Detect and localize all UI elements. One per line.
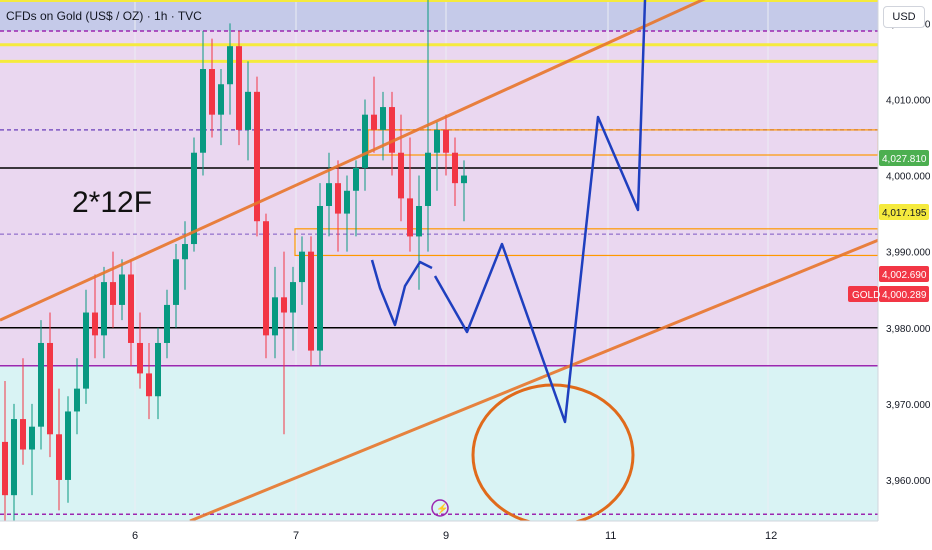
price-tag: [879, 286, 929, 302]
candle-body: [2, 441, 8, 496]
candle-body: [101, 282, 107, 336]
y-tick-label: 4,010.000: [886, 95, 931, 106]
x-tick-label: 6: [132, 530, 138, 542]
y-tick-label: 3,990.000: [886, 248, 931, 259]
candle-body: [299, 251, 305, 283]
price-tag: [879, 204, 929, 220]
price-tag: [879, 266, 929, 282]
candle-body: [137, 342, 143, 374]
candle-body: [227, 46, 233, 85]
candle-body: [335, 183, 341, 214]
candle-body: [218, 84, 224, 115]
price-tag-label: 4,027.810: [882, 154, 927, 165]
candle-body: [308, 251, 314, 351]
x-tick-label: 12: [765, 530, 777, 542]
x-tick-label: 11: [605, 530, 616, 542]
upper-trend-line: [0, 0, 706, 322]
candle-body: [326, 183, 332, 206]
price-zone: [0, 0, 878, 31]
candle-body: [389, 107, 395, 153]
x-tick-label: 7: [293, 530, 299, 542]
candle-body: [353, 167, 359, 191]
candle-body: [461, 175, 467, 184]
candle-body: [263, 221, 269, 336]
y-tick-label: 3,960.000: [886, 476, 931, 487]
candle-body: [20, 419, 26, 450]
candle-body: [83, 312, 89, 389]
candle-body: [200, 69, 206, 153]
candle-body: [92, 312, 98, 336]
candle-body: [245, 91, 251, 130]
candle-body: [425, 152, 431, 206]
candle-body: [29, 426, 35, 450]
candle-body: [452, 152, 458, 184]
candle-body: [407, 198, 413, 237]
event-marker-icon[interactable]: [431, 499, 449, 517]
projection-path: [370, 259, 433, 327]
candle-body: [380, 107, 386, 130]
candle-body: [434, 129, 440, 153]
currency-button[interactable]: USD: [883, 6, 925, 28]
candle-body: [254, 91, 260, 222]
candle-body: [191, 152, 197, 245]
candle-body: [443, 129, 449, 153]
candle-body: [209, 69, 215, 115]
candle-body: [155, 342, 161, 397]
price-zone: [0, 365, 878, 521]
candle-body: [173, 259, 179, 305]
chart-title: CFDs on Gold (US$ / OZ) · 1h · TVC: [6, 9, 202, 23]
candle-body: [38, 342, 44, 427]
price-tag-label: 4,002.690: [882, 270, 927, 281]
candle-body: [281, 297, 287, 313]
projection-path: [433, 0, 647, 424]
candle-body: [344, 190, 350, 214]
lower-trend-line: [189, 238, 879, 523]
price-tag-label: 4,000.289: [882, 290, 927, 301]
time-axis[interactable]: [0, 521, 932, 550]
candle-body: [128, 274, 134, 343]
candle-body: [47, 342, 53, 435]
candle-body: [119, 274, 125, 305]
price-tag-label: 4,017.195: [882, 208, 927, 219]
candle-body: [65, 411, 71, 480]
candle-body: [362, 114, 368, 168]
candle-body: [236, 46, 242, 130]
candle-body: [11, 419, 17, 496]
y-tick-label: 3,970.000: [886, 400, 931, 411]
symbol-tag-label: GOLD: [852, 290, 880, 301]
candle-body: [164, 304, 170, 343]
candle-body: [56, 434, 62, 480]
symbol-tag: [848, 286, 878, 302]
candle-body: [317, 205, 323, 351]
price-zone: [0, 30, 878, 366]
lightning-icon: ⚡: [436, 502, 448, 515]
price-tag: [879, 150, 929, 166]
candle-body: [182, 244, 188, 260]
candle-body: [416, 205, 422, 237]
candle-body: [110, 282, 116, 305]
candle-body: [290, 282, 296, 313]
candle-body: [74, 388, 80, 412]
candle-body: [398, 152, 404, 199]
candle-body: [371, 114, 377, 130]
y-tick-label: 4,000.000: [886, 172, 931, 183]
x-tick-label: 9: [443, 530, 449, 542]
candle-body: [146, 373, 152, 397]
candle-body: [272, 297, 278, 336]
y-tick-label: 3,980.000: [886, 324, 931, 335]
annotation-label: 2*12F: [72, 186, 152, 219]
